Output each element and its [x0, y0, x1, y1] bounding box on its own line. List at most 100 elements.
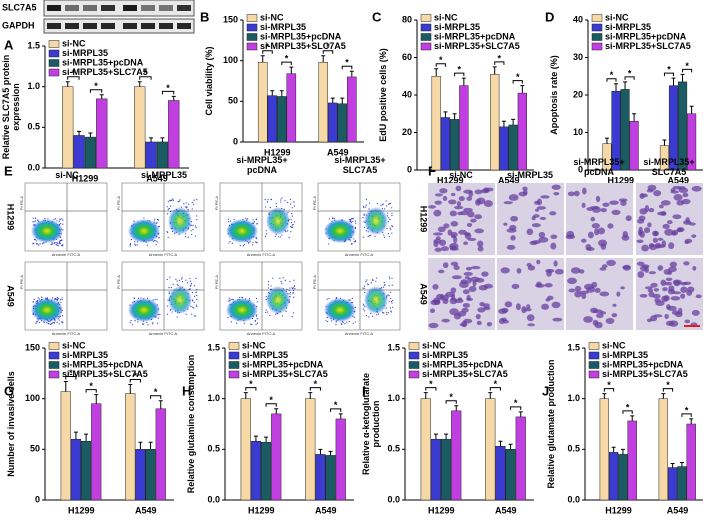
- legend-swatch: [228, 370, 240, 379]
- event-dot: [370, 234, 372, 236]
- legend-label: si-MRPL35: [605, 22, 651, 32]
- bar: [440, 117, 451, 171]
- bar: [450, 119, 460, 171]
- event-dot: [59, 218, 61, 220]
- micrograph: [565, 183, 633, 255]
- event-dot: [56, 220, 58, 222]
- event-dot: [61, 244, 63, 246]
- legend-label: si-MRPL35: [434, 22, 480, 32]
- cell: [521, 306, 527, 314]
- cell: [609, 200, 619, 205]
- sig-label: *: [429, 379, 433, 389]
- bar: [156, 141, 169, 169]
- cell: [685, 217, 690, 224]
- event-dot: [59, 222, 62, 225]
- cell: [475, 278, 485, 283]
- event-dot: [58, 242, 61, 245]
- cell: [669, 320, 679, 327]
- event-dot: [181, 277, 183, 279]
- event-dot: [269, 314, 271, 317]
- cell: [510, 235, 516, 241]
- event-dot: [391, 232, 393, 234]
- error-bar: [137, 81, 142, 87]
- cell: [550, 242, 557, 250]
- cell: [437, 226, 446, 233]
- event-dot: [348, 320, 350, 323]
- legend-swatch: [591, 33, 603, 41]
- event-dot: [293, 279, 295, 281]
- event-dot: [388, 276, 391, 278]
- event-dot: [58, 241, 61, 243]
- event-dot: [364, 291, 366, 294]
- cell: [456, 201, 462, 207]
- event-dot: [266, 233, 268, 235]
- density-blob: [168, 286, 192, 314]
- event-dot: [350, 218, 353, 220]
- bar: [84, 136, 97, 169]
- density-blob: [168, 207, 192, 235]
- legend-swatch: [228, 342, 240, 350]
- x-tick-label: H1299: [264, 147, 291, 157]
- cell: [428, 322, 439, 329]
- event-dot: [193, 199, 195, 201]
- event-dot: [152, 240, 155, 243]
- event-dot: [166, 206, 168, 208]
- event-dot: [390, 300, 393, 303]
- column-header: si-MRPL35: [507, 170, 553, 180]
- cell: [636, 261, 645, 266]
- event-dot: [228, 300, 230, 302]
- event-dot: [44, 218, 46, 220]
- cell: [554, 268, 564, 275]
- legend-label: si-MRPL35+pcDNA: [422, 359, 504, 369]
- density-blob: [128, 298, 160, 322]
- event-dot: [387, 221, 389, 223]
- bar: [430, 438, 442, 501]
- event-dot: [241, 296, 243, 298]
- cell: [664, 281, 673, 286]
- event-dot: [53, 218, 55, 221]
- sig-bracket: [341, 65, 353, 70]
- axis-label: PI PE-A: [116, 275, 121, 290]
- event-dot: [181, 278, 183, 280]
- cell: [678, 187, 689, 193]
- event-dot: [183, 203, 185, 205]
- x-tick-label: A549: [667, 505, 689, 515]
- flow-plot: Annexin FITC-A PI PE-A: [116, 182, 205, 257]
- cell: [595, 195, 601, 203]
- y-tick-label: 10: [573, 127, 583, 137]
- event-dot: [281, 197, 283, 199]
- event-dot: [389, 218, 391, 221]
- cell: [669, 261, 678, 268]
- cell: [527, 323, 535, 327]
- cell: [666, 220, 673, 225]
- cell: [581, 202, 586, 208]
- blot-band: [123, 23, 137, 29]
- error-bar: [321, 55, 326, 63]
- cell: [652, 237, 659, 243]
- legend-label: si-MRPL35+SLC7A5: [602, 369, 688, 379]
- error-bar: [614, 83, 619, 92]
- event-dot: [146, 244, 148, 246]
- micrograph: [497, 258, 564, 330]
- cell: [646, 318, 652, 323]
- cell: [673, 193, 683, 201]
- event-dot: [130, 238, 132, 241]
- micrograph: [428, 183, 495, 255]
- sig-bracket: [512, 80, 523, 84]
- cell: [657, 237, 664, 241]
- error-bar: [308, 392, 313, 399]
- cell: [618, 198, 628, 202]
- event-dot: [62, 219, 64, 221]
- cell: [587, 231, 594, 239]
- panel-label: B: [200, 9, 209, 24]
- event-dot: [281, 315, 284, 317]
- event-dot: [167, 231, 169, 234]
- cell: [442, 195, 448, 202]
- cell: [441, 318, 450, 323]
- cell: [474, 214, 483, 220]
- event-dot: [136, 244, 138, 246]
- event-dot: [34, 220, 37, 222]
- event-dot: [279, 277, 281, 279]
- event-dot: [255, 218, 258, 220]
- cell: [594, 321, 603, 329]
